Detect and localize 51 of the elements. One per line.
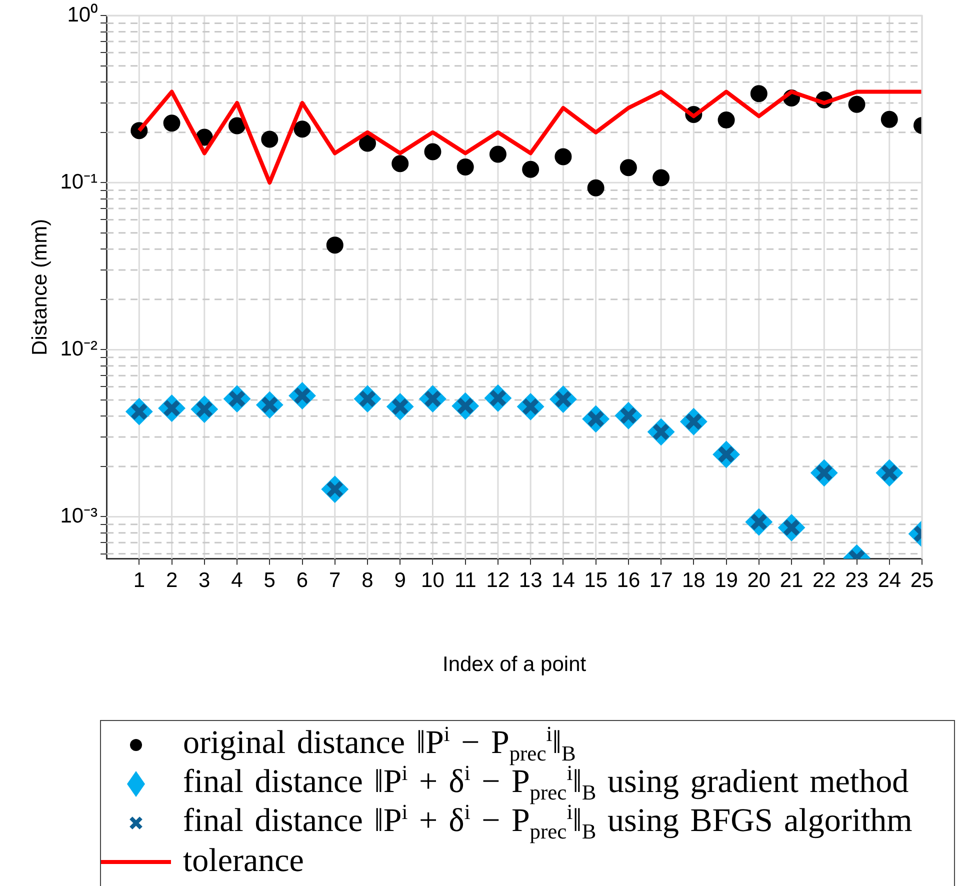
x-tick-label: 6 [296, 569, 308, 592]
point [620, 159, 637, 176]
x-tick-label: 8 [362, 569, 374, 592]
point [652, 169, 670, 186]
point [392, 155, 409, 172]
x-tick-label: 22 [812, 569, 836, 592]
point [880, 110, 898, 128]
point [326, 236, 344, 254]
point [489, 146, 506, 163]
point [424, 143, 442, 160]
y-tick-label: 10⁰ [67, 3, 98, 26]
point [358, 134, 376, 152]
point [587, 179, 604, 196]
x-tick-label: 4 [231, 569, 244, 592]
x-tick-label: 13 [518, 569, 542, 592]
y-axis-title: Distance (mm) [28, 218, 52, 356]
x-tick-label: 1 [133, 569, 146, 592]
point [750, 85, 768, 102]
point [718, 112, 735, 129]
x-tick-label: 20 [747, 569, 771, 592]
x-tick-label: 10 [421, 569, 444, 592]
point [294, 120, 311, 138]
x-tick-label: 19 [714, 569, 738, 592]
point [522, 160, 540, 178]
x-tick-label: 14 [552, 569, 576, 592]
x-tick-label: 23 [845, 569, 868, 592]
x-tick-label: 9 [394, 569, 406, 592]
point [554, 148, 572, 166]
point [261, 130, 278, 148]
point [228, 117, 246, 134]
point [848, 96, 866, 113]
x-tick-label: 18 [682, 569, 706, 592]
x-axis-title: Index of a point [442, 653, 586, 676]
x-tick-label: 3 [198, 569, 210, 592]
x-tick-label: 17 [649, 569, 673, 592]
y-tick-label: 10⁻² [60, 337, 98, 360]
x-tick-label: 25 [910, 569, 934, 592]
x-tick-label: 24 [878, 569, 902, 592]
x-tick-label: 2 [166, 569, 178, 592]
x-tick-label: 5 [264, 569, 276, 592]
point [163, 114, 180, 132]
x-tick-label: 21 [780, 569, 804, 592]
x-tick-label: 12 [486, 569, 510, 592]
x-tick-label: 15 [584, 569, 608, 592]
y-tick-label: 10⁻¹ [60, 170, 98, 194]
legend-label: tolerance [183, 843, 304, 880]
x-tick-label: 16 [616, 569, 640, 592]
point [456, 158, 474, 176]
x-tick-label: 7 [329, 569, 341, 592]
x-tick-label: 11 [454, 569, 476, 592]
y-tick-label: 10⁻³ [60, 504, 98, 528]
